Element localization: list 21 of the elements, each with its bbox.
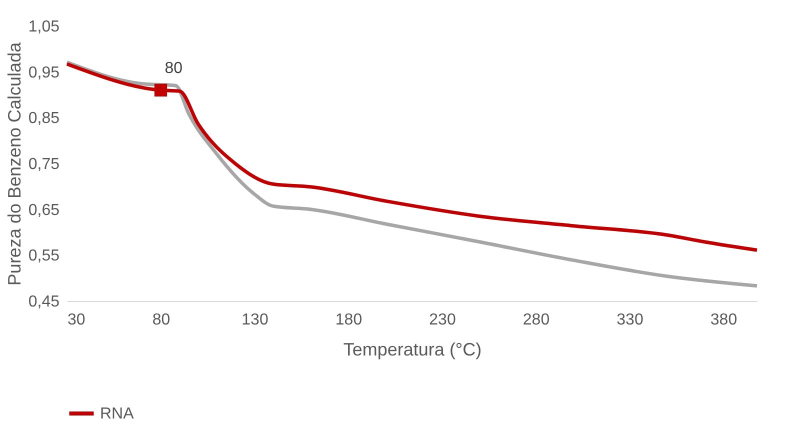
y-axis-title: Pureza do Benzeno Calculada: [4, 41, 24, 286]
y-tick-label: 0,95: [28, 64, 60, 82]
x-tick-label: 180: [335, 312, 362, 328]
legend-label: RNA: [100, 406, 134, 422]
y-tick-label: 0,75: [28, 156, 60, 173]
x-tick-label: 330: [616, 312, 644, 328]
x-tick-label: 380: [710, 312, 738, 328]
x-tick-label: 230: [429, 312, 456, 328]
y-tick-label: 0,55: [28, 248, 60, 265]
y-tick-label: 0,85: [28, 110, 60, 128]
y-tick-label: 0,45: [28, 294, 60, 310]
x-tick-label: 30: [68, 312, 86, 328]
x-tick-label: 280: [522, 312, 550, 328]
x-tick-label: 80: [152, 312, 170, 328]
line-series: [65, 60, 759, 288]
x-tick-label: 130: [242, 312, 268, 328]
line-series: [65, 62, 759, 252]
y-tick-label: 1,05: [28, 18, 60, 36]
y-tick-label: 0,65: [28, 202, 60, 219]
annotation: 80: [164, 60, 183, 78]
x-axis-title: Temperatura (°C): [343, 340, 482, 360]
